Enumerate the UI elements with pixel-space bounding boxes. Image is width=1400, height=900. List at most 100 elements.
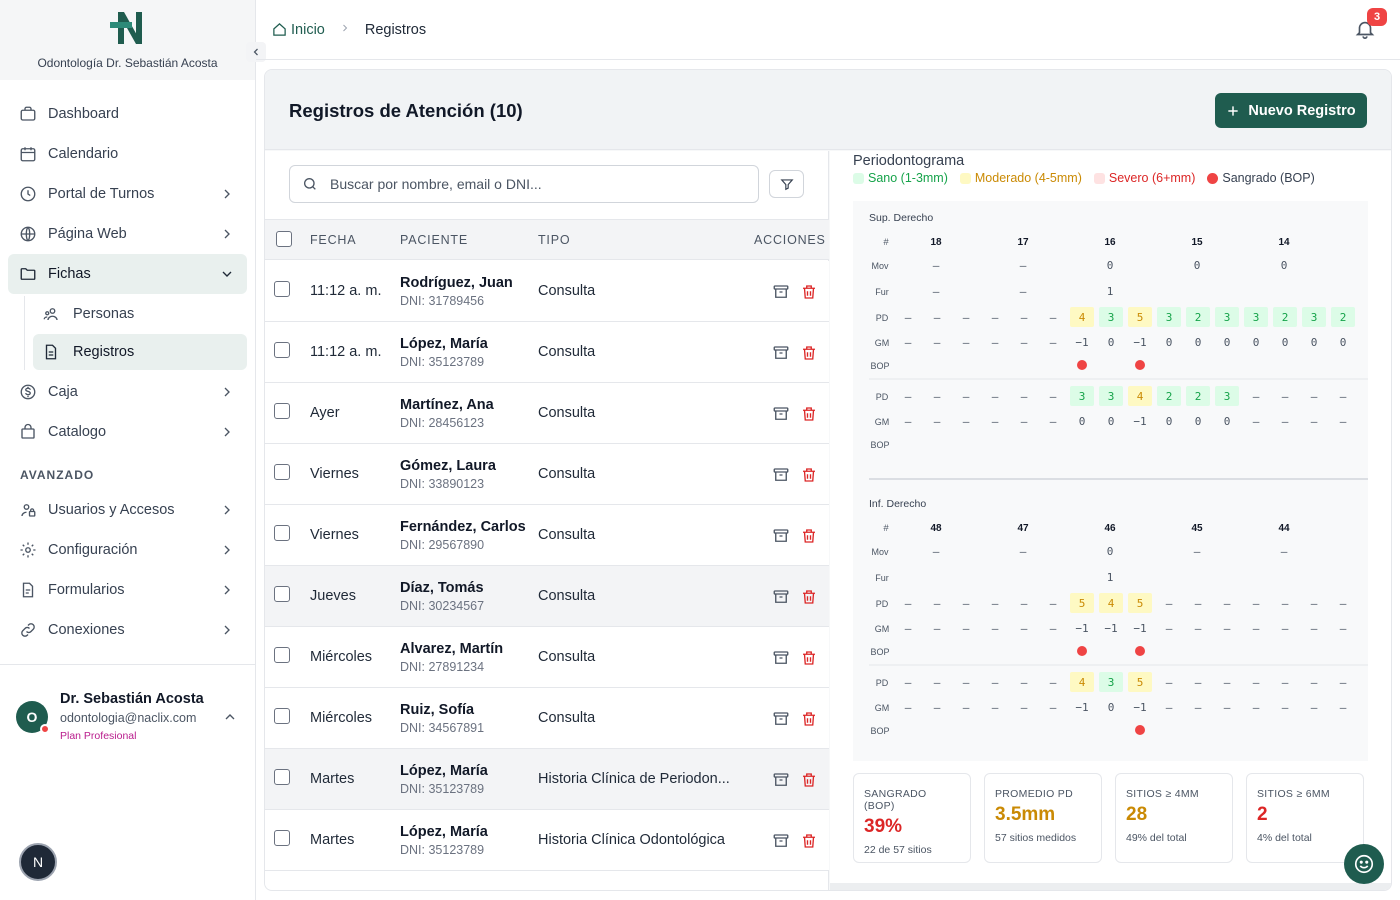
column-fecha[interactable]: FECHA [310,233,357,247]
pd-cell [1099,593,1123,613]
row-checkbox[interactable] [274,830,290,846]
search-input[interactable]: Buscar por nombre, email o DNI... [289,165,759,203]
archive-icon[interactable] [772,588,790,606]
row-checkbox[interactable] [274,464,290,480]
records-panel: Buscar por nombre, email o DNI... FECHA … [265,151,829,890]
table-row[interactable]: Ayer Martínez, Ana DNI: 28456123 Consult… [265,383,829,444]
chat-button[interactable] [1344,844,1384,884]
row-patient-name[interactable]: Ruiz, Sofía [400,702,475,718]
brand-logo[interactable] [108,10,148,46]
sidebar-item-pagina-web[interactable]: Página Web [8,214,247,254]
archive-icon[interactable] [772,832,790,850]
row-patient-name[interactable]: Martínez, Ana [400,397,494,413]
sidebar-item-catalogo[interactable]: Catalogo [8,412,247,452]
sidebar-item-caja[interactable]: Caja [8,372,247,412]
row-patient-name[interactable]: Gómez, Laura [400,458,496,474]
row-checkbox[interactable] [274,281,290,297]
row-patient-name[interactable]: Alvarez, Martín [400,641,504,657]
sidebar-item-label: Dashboard [48,106,119,122]
archive-icon[interactable] [772,710,790,728]
trash-icon[interactable] [800,466,818,484]
row-checkbox[interactable] [274,769,290,785]
archive-icon[interactable] [772,466,790,484]
user-menu[interactable]: O Dr. Sebastián Acosta odontologia@nacli… [0,664,255,742]
trash-icon[interactable] [800,832,818,850]
archive-icon[interactable] [772,344,790,362]
stat-card: PROMEDIO PD 3.5mm 57 sitios medidos [984,773,1102,863]
tooth-number: 45 [1191,523,1203,534]
archive-icon[interactable] [772,649,790,667]
trash-icon[interactable] [800,710,818,728]
sidebar-item-formularios[interactable]: Formularios [8,570,247,610]
row-checkbox[interactable] [274,342,290,358]
row-patient-name[interactable]: López, María [400,824,488,840]
trash-icon[interactable] [800,588,818,606]
trash-icon[interactable] [800,283,818,301]
mov-value: – [1020,545,1027,558]
row-checkbox[interactable] [274,586,290,602]
trash-icon[interactable] [800,344,818,362]
row-date: Ayer [310,405,340,421]
gm-value: −1 [1133,336,1146,349]
row-patient-name[interactable]: López, María [400,336,488,352]
sidebar-item-usuarios[interactable]: Usuarios y Accesos [8,490,247,530]
sidebar-item-label: Configuración [48,542,138,558]
row-patient-name[interactable]: Díaz, Tomás [400,580,484,596]
row-patient-name[interactable]: Rodríguez, Juan [400,275,513,291]
select-all-checkbox[interactable] [276,231,292,247]
sidebar-nav: Dashboard Calendario Portal de Turnos Pá… [0,80,255,650]
sidebar-item-fichas[interactable]: Fichas [8,254,247,294]
sidebar-item-configuracion[interactable]: Configuración [8,530,247,570]
row-patient-name[interactable]: López, María [400,763,488,779]
row-patient-name[interactable]: Fernández, Carlos [400,519,526,535]
row-checkbox[interactable] [274,708,290,724]
trash-icon[interactable] [800,405,818,423]
sidebar-item-registros[interactable]: Registros [33,334,247,370]
card-header: Registros de Atención (10) Nuevo Registr… [265,70,1391,150]
gm-value: – [1195,701,1202,714]
tooth-number: 44 [1278,523,1290,534]
trash-icon[interactable] [800,527,818,545]
table-row[interactable]: Martes López, María DNI: 35123789 Histor… [265,810,829,871]
table-row[interactable]: Miércoles Ruiz, Sofía DNI: 34567891 Cons… [265,688,829,749]
sidebar-item-dashboard[interactable]: Dashboard [8,94,247,134]
column-tipo[interactable]: TIPO [538,233,571,247]
table-row[interactable]: Miércoles Alvarez, Martín DNI: 27891234 … [265,627,829,688]
trash-icon[interactable] [800,771,818,789]
row-checkbox[interactable] [274,647,290,663]
gm-value: – [934,336,941,349]
gm-value: −1 [1075,701,1088,714]
table-row[interactable]: 11:12 a. m. Rodríguez, Juan DNI: 3178945… [265,261,829,322]
archive-icon[interactable] [772,527,790,545]
row-checkbox[interactable] [274,403,290,419]
new-record-button[interactable]: Nuevo Registro [1215,93,1367,128]
gm-value: – [963,622,970,635]
gm-value: −1 [1133,415,1146,428]
archive-icon[interactable] [772,771,790,789]
archive-icon[interactable] [772,405,790,423]
table-row[interactable]: Viernes Gómez, Laura DNI: 33890123 Consu… [265,444,829,505]
sidebar-item-portal-turnos[interactable]: Portal de Turnos [8,174,247,214]
row-checkbox[interactable] [274,525,290,541]
tooth-number: 17 [1017,237,1029,248]
sidebar-item-conexiones[interactable]: Conexiones [8,610,247,650]
sidebar-collapse-button[interactable] [246,42,266,62]
floating-app-button[interactable]: N [19,843,57,881]
section-label-avanzado: AVANZADO [20,468,95,482]
table-row[interactable]: Viernes Fernández, Carlos DNI: 29567890 … [265,505,829,566]
archive-icon[interactable] [772,283,790,301]
pd-value: – [992,597,999,610]
trash-icon[interactable] [800,649,818,667]
table-row[interactable]: 11:12 a. m. López, María DNI: 35123789 C… [265,322,829,383]
breadcrumb-home[interactable]: Inicio [272,22,325,38]
stat-sub: 22 de 57 sitios [864,844,932,856]
column-paciente[interactable]: PACIENTE [400,233,468,247]
table-row[interactable]: Jueves Díaz, Tomás DNI: 30234567 Consult… [265,566,829,627]
pd-value: – [934,390,941,403]
filter-button[interactable] [769,170,804,198]
pd-value: 2 [1195,311,1202,324]
horizontal-scrollbar[interactable] [830,883,1391,890]
table-row[interactable]: Martes López, María DNI: 35123789 Histor… [265,749,829,810]
sidebar-item-personas[interactable]: Personas [33,296,247,332]
sidebar-item-calendario[interactable]: Calendario [8,134,247,174]
